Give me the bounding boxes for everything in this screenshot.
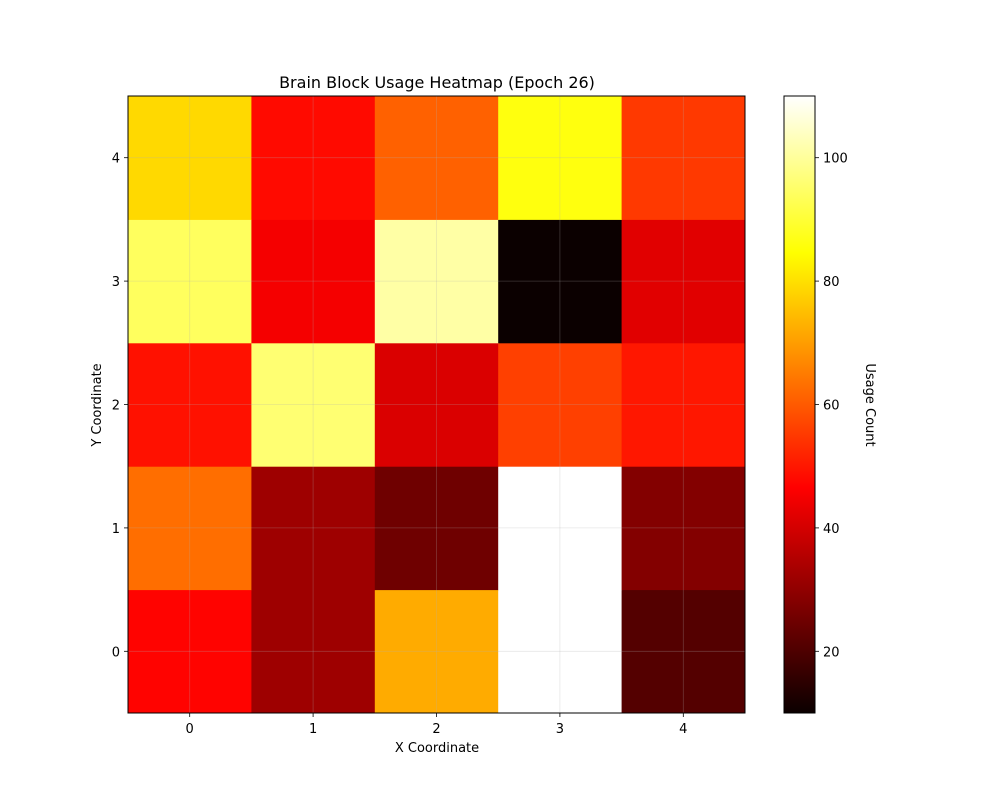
- heatmap-cell: [498, 219, 623, 344]
- heatmap-cell: [128, 342, 252, 467]
- colorbar-tick-label: 60: [823, 399, 840, 414]
- heatmap-cell: [374, 219, 499, 344]
- chart-title: Brain Block Usage Heatmap (Epoch 26): [279, 73, 595, 92]
- heatmap-cell: [128, 219, 252, 344]
- colorbar-tick-label: 100: [823, 152, 848, 167]
- heatmap-cell: [498, 589, 623, 714]
- heatmap-cell: [251, 466, 376, 591]
- heatmap-cell: [498, 342, 623, 467]
- heatmap-cell: [128, 466, 252, 591]
- heatmap-cell: [128, 96, 252, 220]
- y-axis-title: Y Coordinate: [90, 363, 105, 447]
- colorbar-tick-label: 20: [823, 645, 840, 660]
- heatmap-cell: [498, 466, 623, 591]
- x-tick-label: 0: [186, 722, 194, 737]
- x-tick-label: 1: [309, 722, 317, 737]
- y-tick-label: 4: [112, 152, 120, 167]
- heatmap-cell: [621, 342, 746, 467]
- x-axis-ticks: 0 1 2 3 4: [186, 713, 687, 737]
- colorbar-ticks: 20 40 60 80 100: [815, 152, 848, 660]
- colorbar-tick-label: 80: [823, 275, 840, 290]
- heatmap-cell: [374, 96, 499, 220]
- x-tick-label: 3: [556, 722, 564, 737]
- heatmap-cell: [498, 96, 623, 220]
- heatmap-cell: [621, 219, 746, 344]
- colorbar: [783, 95, 816, 714]
- grid-lines: [128, 96, 745, 713]
- y-tick-label: 0: [112, 645, 120, 660]
- heatmap-cell: [374, 342, 499, 467]
- heatmap-cell: [251, 96, 376, 220]
- y-tick-label: 2: [112, 399, 120, 414]
- colorbar-label: Usage Count: [862, 363, 877, 446]
- x-tick-label: 4: [679, 722, 687, 737]
- y-axis-ticks: 0 1 2 3 4: [112, 152, 128, 660]
- x-tick-label: 2: [432, 722, 440, 737]
- heatmap-cell: [251, 589, 376, 714]
- heatmap-cell: [621, 466, 746, 591]
- heatmap-cell: [374, 466, 499, 591]
- heatmap-cell: [621, 96, 746, 220]
- heatmap-cell: [251, 342, 376, 467]
- heatmap-cell: [251, 219, 376, 344]
- heatmap-cell: [374, 589, 499, 714]
- heatmap-cells: [128, 96, 746, 714]
- y-tick-label: 1: [112, 522, 120, 537]
- y-tick-label: 3: [112, 275, 120, 290]
- heatmap-cell: [128, 589, 252, 714]
- colorbar-tick-label: 40: [823, 522, 840, 537]
- x-axis-title: X Coordinate: [395, 741, 479, 756]
- heatmap-cell: [621, 589, 746, 714]
